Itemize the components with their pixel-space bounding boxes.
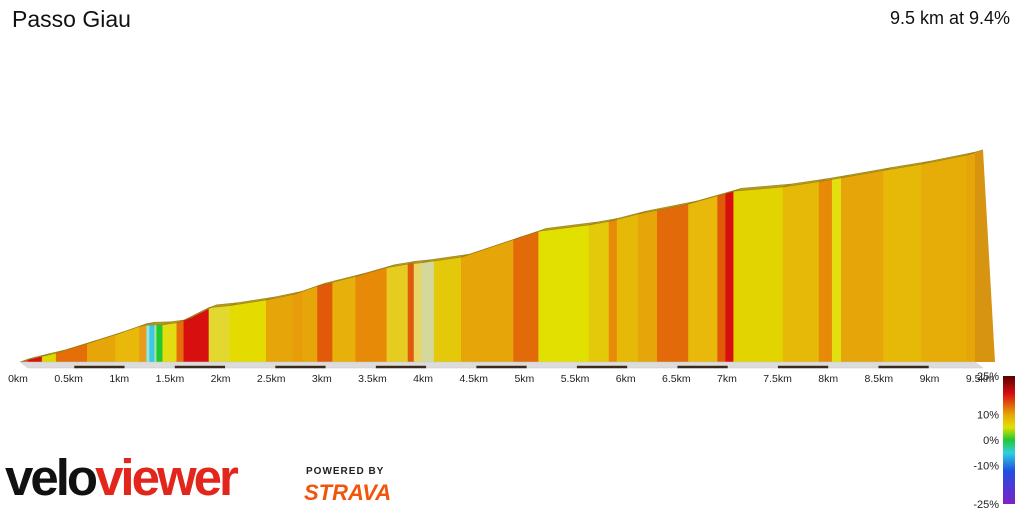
grade-segment	[317, 281, 333, 363]
x-tick-label: 4.5km	[459, 373, 488, 385]
grade-segment	[413, 262, 423, 363]
x-tick-label: 6.5km	[662, 373, 691, 385]
logo-viewer-text: viewer	[95, 449, 239, 506]
grade-segment	[407, 263, 415, 363]
climb-summary: 9.5 km at 9.4%	[889, 8, 1010, 28]
grade-segment	[265, 294, 294, 363]
grade-segment	[588, 221, 610, 363]
grade-segment	[386, 263, 409, 363]
x-tick-label: 5km	[514, 373, 534, 385]
grade-segment	[608, 219, 618, 363]
grade-segment	[355, 267, 388, 363]
grade-segment	[657, 203, 689, 363]
grade-segment	[840, 170, 884, 363]
grade-segment	[513, 230, 540, 363]
x-tick-label: 1km	[109, 373, 129, 385]
profile-top-face	[19, 149, 995, 363]
grade-segment	[433, 256, 462, 363]
grade-segment	[154, 324, 158, 363]
grade-segment	[176, 319, 185, 363]
x-tick-label: 6km	[616, 373, 636, 385]
x-tick-label: 8.5km	[865, 373, 894, 385]
grade-segment	[208, 305, 231, 363]
grade-segment	[421, 260, 435, 363]
grade-segments	[19, 152, 976, 363]
x-tick-label: 3.5km	[358, 373, 387, 385]
grade-segment	[921, 154, 968, 363]
grade-segment	[293, 290, 303, 363]
grade-segment	[146, 324, 150, 363]
legend-label: 10%	[977, 409, 999, 421]
ground-strip	[19, 361, 984, 369]
grade-segment	[831, 177, 842, 363]
grade-segment	[717, 193, 726, 363]
legend-label: -10%	[973, 461, 999, 473]
x-tick-label: 3km	[312, 373, 332, 385]
distance-axis: 0km 0.5km 1km 1.5km 2km 2.5km 3km 3.5km 4km 4.5km…	[8, 361, 995, 385]
chart-title: Passo Giau	[12, 6, 131, 32]
legend-label: 0%	[983, 435, 999, 447]
x-tick-label: 0km	[8, 373, 28, 385]
grade-segment	[637, 209, 658, 363]
powered-by-label: POWERED BY	[306, 466, 385, 477]
grade-legend: 25% 10% 0% -10% -25%	[973, 371, 1015, 511]
grade-segment	[733, 186, 784, 363]
veloviewer-logo[interactable]: veloviewer	[5, 449, 239, 506]
legend-label: 25%	[977, 371, 999, 383]
grade-segment	[883, 163, 923, 363]
grade-segment	[966, 152, 976, 363]
grade-segment	[149, 324, 156, 363]
grade-segment	[115, 325, 140, 363]
grade-segment	[229, 299, 267, 363]
x-tick-label: 7km	[717, 373, 737, 385]
x-tick-label: 7.5km	[763, 373, 792, 385]
x-tick-label: 1.5km	[156, 373, 185, 385]
grade-segment	[139, 324, 147, 363]
x-tick-label: 2.5km	[257, 373, 286, 385]
x-tick-label: 9.5km	[966, 373, 995, 385]
x-tick-label: 8km	[818, 373, 838, 385]
x-tick-label: 4km	[413, 373, 433, 385]
profile-end-cap	[975, 149, 995, 362]
grade-segment	[183, 307, 210, 363]
x-tick-label: 9km	[920, 373, 940, 385]
grade-segment	[688, 195, 718, 363]
grade-segment	[332, 276, 357, 363]
grade-segment	[782, 181, 820, 363]
legend-label: -25%	[973, 499, 999, 511]
grade-segment	[162, 322, 178, 363]
legend-color-bar	[1003, 376, 1015, 504]
grade-segment	[616, 213, 639, 363]
grade-segment	[725, 190, 735, 363]
grade-segment	[302, 285, 318, 363]
logo-velo-text: velo	[5, 449, 98, 506]
grade-segment	[156, 324, 164, 363]
x-tick-label: 5.5km	[561, 373, 590, 385]
grade-segment	[461, 239, 514, 363]
x-tick-label: 2km	[211, 373, 231, 385]
grade-segment	[818, 179, 833, 363]
grade-segment	[55, 343, 88, 363]
grade-segment	[538, 224, 590, 363]
x-tick-label: 0.5km	[54, 373, 83, 385]
strava-logo[interactable]: STRAVA	[304, 480, 392, 505]
